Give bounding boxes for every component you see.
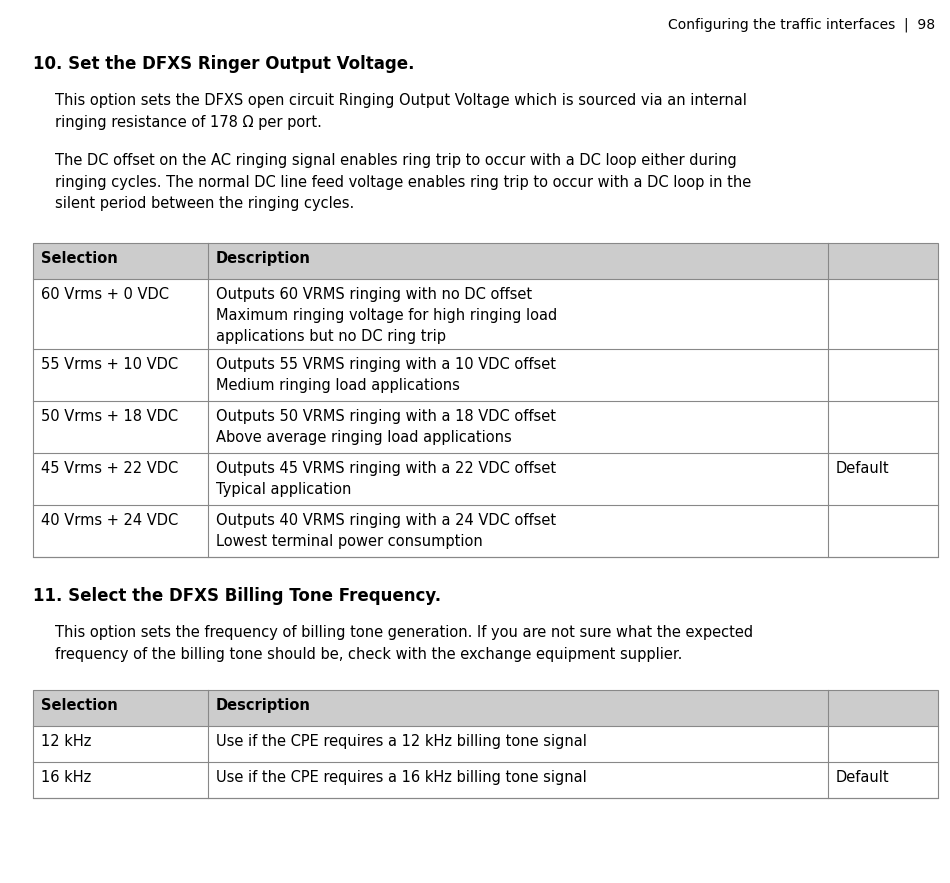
Bar — [33, 453, 938, 505]
Text: 16 kHz: 16 kHz — [41, 770, 91, 785]
Text: 12 kHz: 12 kHz — [41, 734, 91, 749]
Text: 40 Vrms + 24 VDC: 40 Vrms + 24 VDC — [41, 513, 179, 528]
Text: 10. Set the DFXS Ringer Output Voltage.: 10. Set the DFXS Ringer Output Voltage. — [33, 55, 414, 73]
Text: Description: Description — [216, 698, 311, 713]
Text: 60 Vrms + 0 VDC: 60 Vrms + 0 VDC — [41, 287, 169, 302]
Text: Description: Description — [216, 251, 311, 266]
Text: Default: Default — [836, 461, 889, 476]
Bar — [33, 690, 938, 726]
Text: Selection: Selection — [41, 251, 118, 266]
Bar — [33, 401, 938, 453]
Text: Configuring the traffic interfaces  |  98: Configuring the traffic interfaces | 98 — [668, 18, 935, 33]
Text: Selection: Selection — [41, 698, 118, 713]
Text: 55 Vrms + 10 VDC: 55 Vrms + 10 VDC — [41, 357, 179, 372]
Text: Default: Default — [836, 770, 889, 785]
Text: This option sets the DFXS open circuit Ringing Output Voltage which is sourced v: This option sets the DFXS open circuit R… — [55, 93, 747, 130]
Bar — [33, 243, 938, 279]
Text: The DC offset on the AC ringing signal enables ring trip to occur with a DC loop: The DC offset on the AC ringing signal e… — [55, 153, 751, 211]
Text: 50 Vrms + 18 VDC: 50 Vrms + 18 VDC — [41, 409, 179, 424]
Text: Outputs 40 VRMS ringing with a 24 VDC offset
Lowest terminal power consumption: Outputs 40 VRMS ringing with a 24 VDC of… — [216, 513, 556, 549]
Text: 11. Select the DFXS Billing Tone Frequency.: 11. Select the DFXS Billing Tone Frequen… — [33, 587, 441, 605]
Text: Outputs 50 VRMS ringing with a 18 VDC offset
Above average ringing load applicat: Outputs 50 VRMS ringing with a 18 VDC of… — [216, 409, 556, 445]
Bar — [33, 243, 938, 557]
Text: Use if the CPE requires a 12 kHz billing tone signal: Use if the CPE requires a 12 kHz billing… — [216, 734, 587, 749]
Text: Outputs 45 VRMS ringing with a 22 VDC offset
Typical application: Outputs 45 VRMS ringing with a 22 VDC of… — [216, 461, 556, 497]
Text: Outputs 60 VRMS ringing with no DC offset
Maximum ringing voltage for high ringi: Outputs 60 VRMS ringing with no DC offse… — [216, 287, 558, 344]
Bar — [33, 505, 938, 557]
Bar — [33, 690, 938, 798]
Text: This option sets the frequency of billing tone generation. If you are not sure w: This option sets the frequency of billin… — [55, 625, 753, 661]
Bar — [33, 349, 938, 401]
Bar — [33, 762, 938, 798]
Text: Use if the CPE requires a 16 kHz billing tone signal: Use if the CPE requires a 16 kHz billing… — [216, 770, 587, 785]
Text: 45 Vrms + 22 VDC: 45 Vrms + 22 VDC — [41, 461, 179, 476]
Bar — [33, 279, 938, 349]
Text: Outputs 55 VRMS ringing with a 10 VDC offset
Medium ringing load applications: Outputs 55 VRMS ringing with a 10 VDC of… — [216, 357, 556, 393]
Bar — [33, 726, 938, 762]
